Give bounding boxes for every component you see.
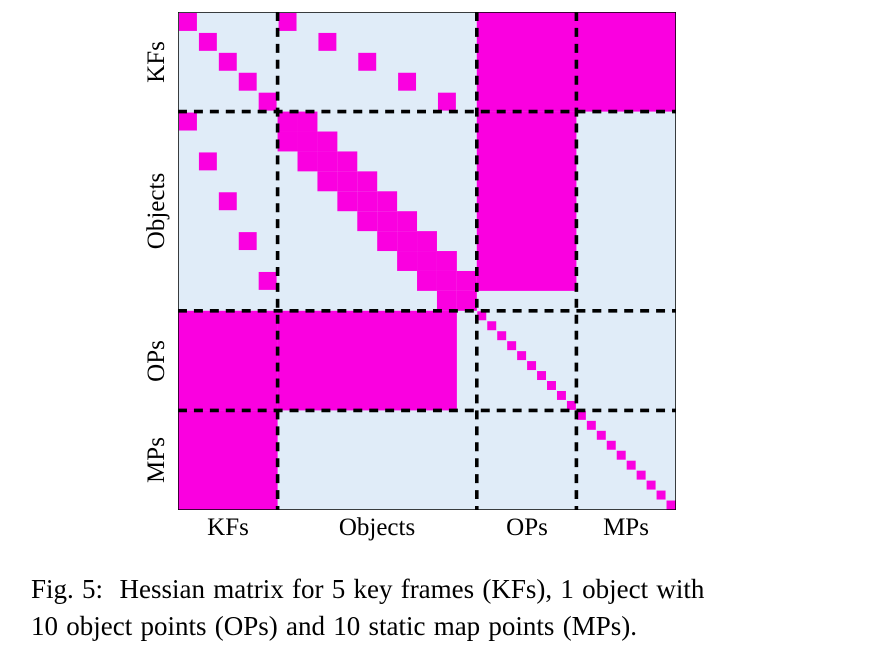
x-tick-kfs: KFs [207,514,249,541]
x-tick-mps: MPs [603,514,649,541]
x-tick-ops: OPs [506,514,548,541]
x-tick-objects: Objects [338,514,416,541]
hessian-matrix-plot [178,12,676,510]
y-tick-kfs: KFs [143,41,170,83]
figure-caption: Fig. 5: Hessian matrix for 5 key frames … [31,571,856,645]
figure-caption-line-2: 10 object points (OPs) and 10 static map… [31,611,637,641]
y-tick-objects: Objects [143,172,170,250]
y-tick-mps: MPs [143,437,170,483]
y-tick-ops: OPs [143,340,170,382]
figure-caption-line-1: Fig. 5: Hessian matrix for 5 key frames … [31,574,705,604]
